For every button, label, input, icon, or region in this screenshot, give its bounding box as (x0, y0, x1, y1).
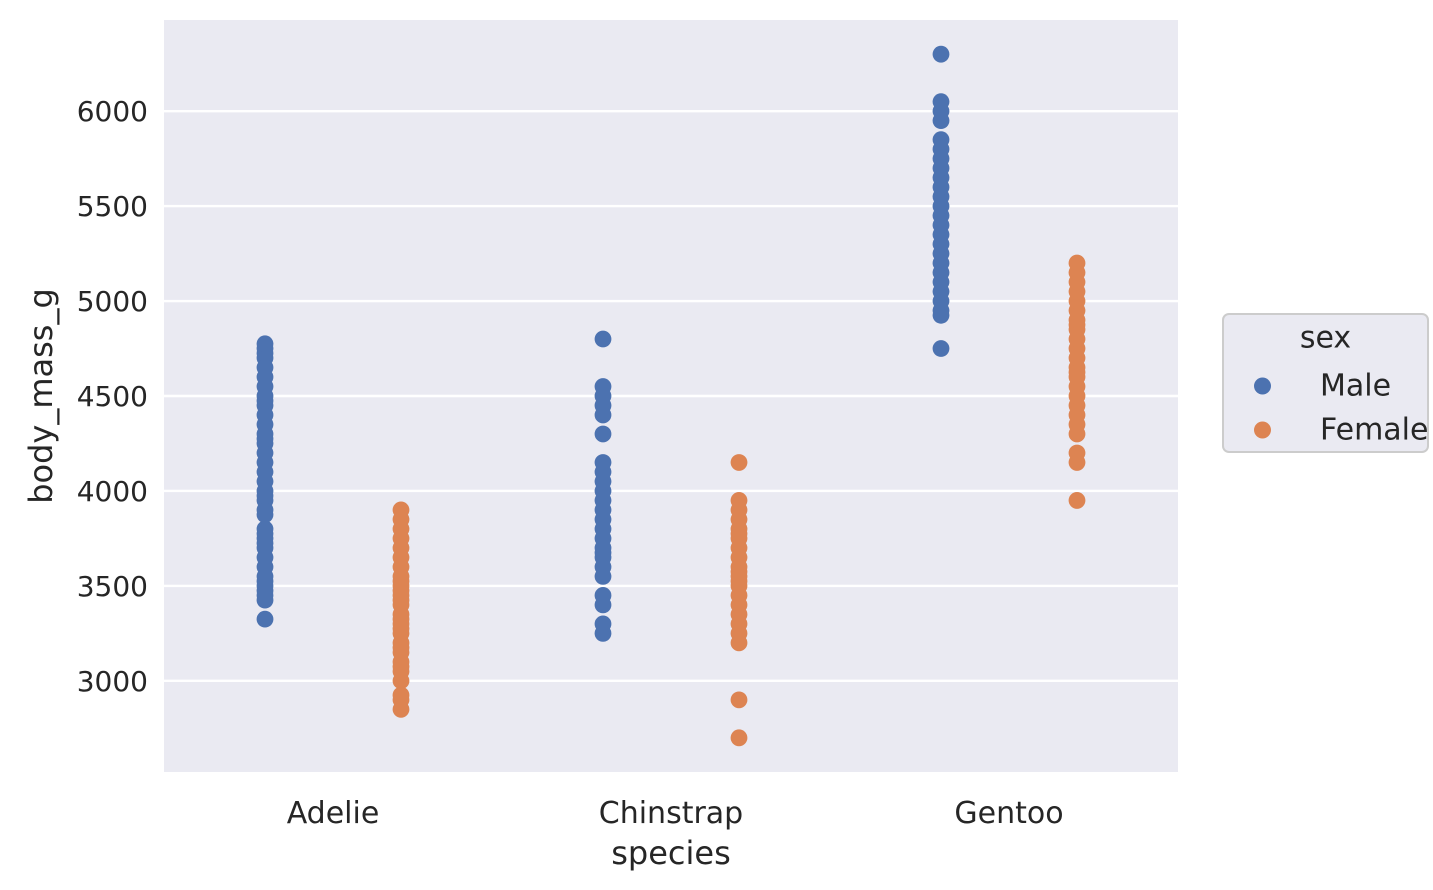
data-point-male-chinstrap (594, 378, 612, 395)
data-point-female-gentoo (1068, 492, 1086, 509)
legend-entry-female: Female (1224, 410, 1429, 450)
data-point-female-adelie (392, 501, 410, 519)
legend-label-female: Female (1320, 412, 1429, 448)
data-point-male-gentoo (932, 93, 950, 111)
data-point-male-adelie (256, 610, 274, 628)
female-marker-icon (1254, 421, 1271, 439)
x-axis-label: species (611, 834, 731, 872)
data-point-male-chinstrap (594, 615, 612, 633)
y-axis-label: body_mass_g (22, 288, 60, 504)
male-marker-icon (1254, 377, 1271, 395)
y-tick-label: 3000 (77, 665, 148, 698)
legend-label-male: Male (1320, 368, 1392, 404)
y-tick-label: 6000 (77, 95, 148, 128)
legend-entry-male: Male (1224, 366, 1427, 406)
data-point-male-gentoo (932, 131, 950, 149)
y-tick-label: 4000 (77, 475, 148, 508)
y-tick-label: 5000 (77, 285, 148, 318)
data-point-male-adelie (256, 520, 274, 538)
data-point-male-chinstrap (594, 586, 612, 604)
data-point-male-chinstrap (594, 454, 612, 471)
x-tick-label: Gentoo (954, 796, 1063, 831)
data-point-female-chinstrap (730, 454, 748, 471)
data-point-male-adelie (256, 335, 274, 353)
data-point-male-gentoo (932, 340, 950, 357)
y-tick-label: 4500 (77, 380, 148, 413)
y-tick-label: 5500 (77, 190, 148, 223)
data-point-male-chinstrap (594, 425, 612, 443)
data-point-male-chinstrap (594, 330, 612, 348)
data-point-female-adelie (392, 686, 410, 704)
data-point-female-chinstrap (730, 492, 748, 509)
data-point-female-gentoo (1068, 444, 1086, 462)
x-tick-label: Adelie (287, 796, 380, 831)
data-point-female-gentoo (1068, 254, 1086, 272)
x-tick-label: Chinstrap (599, 796, 743, 831)
y-tick-label: 3500 (77, 570, 148, 603)
data-point-female-chinstrap (730, 729, 748, 747)
data-point-male-gentoo (932, 45, 950, 63)
data-point-female-chinstrap (730, 691, 748, 709)
legend: sex Male Female (1222, 313, 1429, 453)
legend-title: sex (1299, 320, 1352, 356)
